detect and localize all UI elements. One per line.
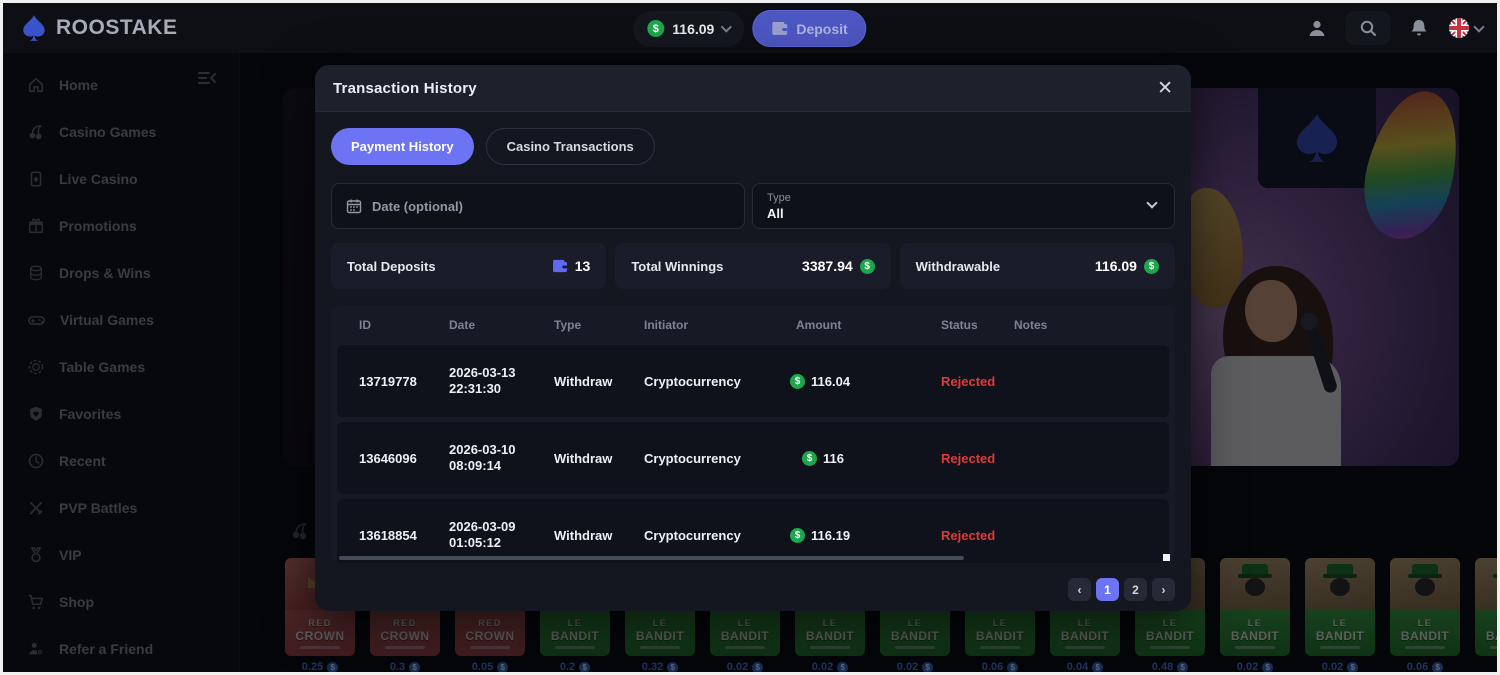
deposit-label: Deposit — [796, 20, 848, 37]
type-filter-select[interactable]: Type All — [752, 183, 1175, 229]
cell-id: 13719778 — [359, 373, 417, 389]
date-placeholder: Date (optional) — [372, 198, 463, 214]
pagination-next-button[interactable]: › — [1152, 578, 1175, 601]
cell-status: Rejected — [941, 373, 996, 389]
pagination: ‹ 1 2 › — [1068, 578, 1175, 601]
uk-flag-icon — [1449, 18, 1469, 38]
cell-date: 2026-03-09 01:05:12 — [449, 518, 516, 550]
spade-logo-icon — [23, 15, 45, 41]
coin-green-icon — [802, 450, 817, 466]
pagination-page-1[interactable]: 1 — [1096, 578, 1119, 601]
stat-value: 116.09 — [1094, 258, 1137, 274]
brand-name: ROOSTAKE — [56, 16, 178, 39]
cell-date: 2026-03-10 08:09:14 — [449, 441, 516, 473]
cell-type: Withdraw — [554, 373, 613, 389]
pagination-prev-button[interactable]: ‹ — [1068, 578, 1091, 601]
wallet-blue-icon — [552, 259, 567, 273]
top-icons — [1299, 11, 1485, 45]
chevron-down-icon — [720, 21, 733, 33]
stat-value: 3387.94 — [802, 258, 853, 274]
dollar-coin-icon — [647, 20, 665, 37]
search-button[interactable] — [1345, 11, 1391, 45]
cell-amount: 116.19 — [786, 527, 941, 543]
type-label: Type — [767, 191, 791, 204]
tab-casino-transactions[interactable]: Casino Transactions — [485, 128, 655, 165]
coin-green-icon — [790, 527, 805, 543]
cell-id: 13646096 — [359, 450, 417, 466]
table-row[interactable]: 13646096 2026-03-10 08:09:14 Withdraw Cry… — [337, 422, 1169, 494]
wallet-group: 116.09 Deposit — [633, 10, 867, 47]
tab-payment-history[interactable]: Payment History — [331, 128, 474, 165]
search-icon — [1360, 20, 1376, 36]
cell-status: Rejected — [941, 450, 996, 466]
stats-row: Total Deposits 13 Total Winnings 3387.94… — [315, 229, 1191, 289]
date-filter-input[interactable]: Date (optional) — [331, 183, 745, 229]
balance-dropdown[interactable]: 116.09 — [633, 10, 745, 47]
stat-withdrawable: Withdrawable 116.09 — [899, 243, 1175, 289]
stat-value: 13 — [574, 258, 591, 274]
notifications-button[interactable] — [1401, 11, 1437, 45]
chevron-down-icon — [1473, 20, 1485, 33]
bell-icon — [1411, 19, 1427, 35]
user-icon — [1309, 20, 1325, 36]
transaction-history-modal: Transaction History ✕ Payment History Ca… — [315, 65, 1191, 611]
brand-logo[interactable]: ROOSTAKE — [19, 13, 177, 43]
stat-total-winnings: Total Winnings 3387.94 — [615, 243, 891, 289]
vertical-scrollbar-thumb[interactable] — [1163, 554, 1170, 561]
app-window: ROOSTAKE 116.09 Deposit — [3, 3, 1497, 672]
cell-type: Withdraw — [554, 527, 613, 543]
cell-initiator: Cryptocurrency — [644, 450, 741, 466]
horizontal-scrollbar[interactable] — [339, 556, 964, 560]
cell-status: Rejected — [941, 527, 996, 543]
cell-type: Withdraw — [554, 450, 613, 466]
table-header: ID Date Type Initiator Amount Status Not… — [359, 318, 1048, 332]
cell-initiator: Cryptocurrency — [644, 373, 741, 389]
table-row[interactable]: 13618854 2026-03-09 01:05:12 Withdraw Cry… — [337, 499, 1169, 563]
coin-green-icon — [790, 373, 805, 389]
cell-initiator: Cryptocurrency — [644, 527, 741, 543]
language-selector[interactable] — [1447, 16, 1485, 40]
balance-amount: 116.09 — [672, 20, 715, 37]
deposit-button[interactable]: Deposit — [752, 10, 867, 47]
top-bar: ROOSTAKE 116.09 Deposit — [3, 3, 1497, 53]
coin-green-icon — [859, 258, 875, 274]
modal-title: Transaction History — [333, 79, 477, 97]
profile-button[interactable] — [1299, 11, 1335, 45]
wallet-icon — [772, 22, 788, 35]
cell-id: 13618854 — [359, 527, 417, 543]
cell-amount: 116.04 — [786, 373, 941, 389]
pagination-page-2[interactable]: 2 — [1124, 578, 1147, 601]
table-row[interactable]: 13719778 2026-03-13 22:31:30 Withdraw Cry… — [337, 345, 1169, 417]
cell-amount: 116 — [786, 450, 941, 466]
filters-row: Date (optional) Type All — [315, 165, 1191, 229]
stat-total-deposits: Total Deposits 13 — [331, 243, 607, 289]
modal-header: Transaction History ✕ — [315, 65, 1191, 112]
close-icon[interactable]: ✕ — [1157, 77, 1173, 99]
transactions-table: ID Date Type Initiator Amount Status Not… — [331, 305, 1175, 563]
calendar-icon — [346, 199, 362, 214]
type-selected-value: All — [767, 205, 784, 221]
modal-tabs: Payment History Casino Transactions — [315, 112, 1191, 165]
coin-green-icon — [1143, 258, 1159, 274]
cell-date: 2026-03-13 22:31:30 — [449, 364, 516, 396]
